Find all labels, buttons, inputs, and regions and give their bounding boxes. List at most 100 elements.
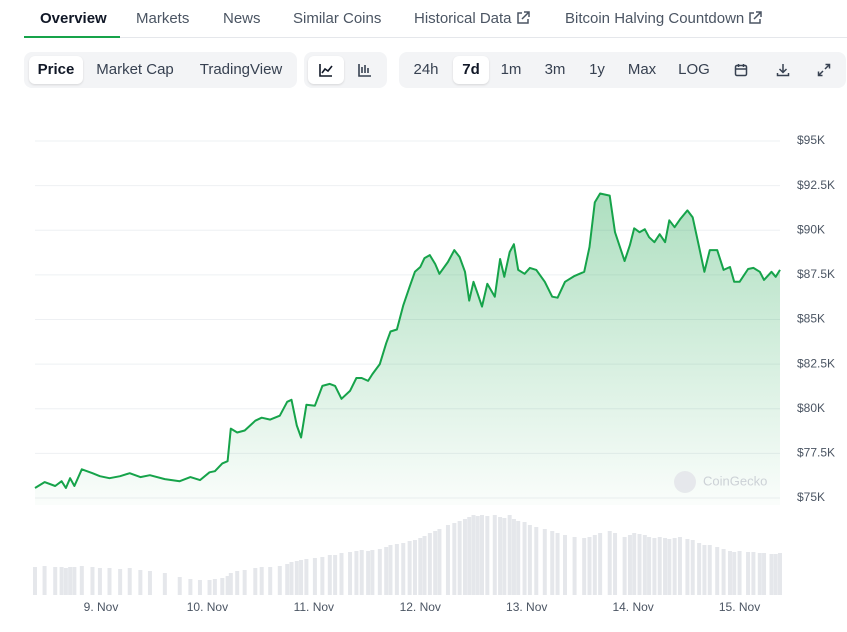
volume-bar [418, 538, 423, 595]
volume-bar [457, 521, 462, 595]
volume-bar [259, 567, 264, 595]
volume-bar [235, 571, 240, 595]
volume-bar [294, 561, 299, 595]
volume-bar [502, 518, 507, 595]
volume-bar [327, 555, 332, 595]
volume-bar [304, 559, 309, 595]
tab[interactable]: Similar Coins [293, 10, 382, 27]
range-button[interactable]: 3m [544, 61, 566, 78]
range-button[interactable]: 1y [589, 61, 605, 78]
download-button[interactable] [767, 56, 799, 84]
tab[interactable]: Overview [40, 10, 107, 27]
x-tick-label: 14. Nov [612, 600, 653, 614]
volume-bar [59, 567, 64, 595]
volume-bar [667, 539, 672, 595]
tab-divider [24, 37, 847, 38]
volume-bar [289, 562, 294, 595]
tab[interactable]: Bitcoin Halving Countdown [565, 10, 763, 27]
range-button[interactable]: 7d [453, 56, 489, 84]
tab[interactable]: News [223, 10, 261, 27]
volume-bar [746, 552, 751, 595]
candle-chart-button[interactable] [347, 56, 383, 84]
volume-bar [33, 567, 37, 595]
volume-bar [762, 553, 767, 595]
volume-bar [188, 579, 193, 595]
metric-button[interactable]: TradingView [199, 61, 283, 78]
volume-bar [677, 537, 682, 595]
volume-bar [534, 527, 539, 595]
y-tick-label: $80K [797, 401, 825, 415]
tab[interactable]: Historical Data [414, 10, 530, 27]
fullscreen-button[interactable] [808, 56, 840, 84]
x-tick-label: 13. Nov [506, 600, 547, 614]
volume-bar [207, 580, 212, 595]
volume-bar [437, 529, 442, 595]
volume-bar [511, 519, 516, 595]
volume-bar [42, 566, 47, 595]
volume-bar [127, 568, 132, 595]
line-chart-button[interactable] [308, 56, 344, 84]
metric-group: Price Market Cap TradingView [24, 52, 297, 88]
volume-bar [285, 564, 290, 595]
volume-bar [527, 525, 532, 595]
volume-bar [778, 553, 782, 595]
volume-bar [702, 545, 707, 595]
volume-bar [516, 521, 521, 595]
volume-bar [53, 567, 58, 595]
volume-bar [572, 537, 577, 595]
volume-bar [485, 516, 490, 595]
active-tab-indicator [24, 36, 120, 38]
y-tick-label: $95K [797, 133, 825, 147]
scale-button[interactable]: LOG [678, 61, 710, 78]
volume-bar [312, 558, 317, 595]
volume-bar [732, 552, 737, 595]
range-button[interactable]: 1m [500, 61, 522, 78]
volume-bars [33, 515, 782, 595]
volume-bar [225, 576, 230, 595]
y-tick-label: $90K [797, 222, 825, 236]
volume-bar [333, 555, 338, 595]
volume-bar [339, 553, 344, 595]
y-tick-label: $85K [797, 312, 825, 326]
x-tick-label: 10. Nov [187, 600, 228, 614]
volume-bar [773, 554, 778, 595]
chart-style-group [304, 52, 387, 88]
tab-label: Bitcoin Halving Countdown [565, 10, 745, 27]
volume-bar [384, 547, 389, 595]
metric-button[interactable]: Price [29, 56, 83, 84]
calendar-button[interactable] [725, 56, 757, 84]
volume-bar [242, 570, 247, 595]
volume-bar [197, 580, 202, 595]
volume-bar [751, 552, 756, 595]
y-tick-label: $92.5K [797, 178, 835, 192]
volume-bar [462, 519, 467, 595]
y-tick-label: $87.5K [797, 267, 835, 281]
volume-bar [637, 534, 642, 595]
volume-bar [582, 538, 587, 595]
volume-bar [220, 578, 225, 595]
volume-bar [542, 529, 547, 595]
external-icon [516, 11, 530, 24]
volume-bar [652, 538, 657, 595]
volume-bar [162, 573, 167, 595]
volume-bar [587, 537, 592, 595]
volume-bar [370, 550, 375, 595]
volume-bar [177, 577, 182, 595]
volume-bar [412, 540, 417, 595]
volume-bar [407, 541, 412, 595]
plot [34, 192, 781, 505]
tab[interactable]: Markets [136, 10, 190, 27]
volume-bar [299, 560, 304, 595]
range-button[interactable]: 24h [413, 61, 439, 78]
area-fill [35, 193, 780, 505]
volume-bar [445, 525, 450, 595]
volume-bar [663, 538, 668, 595]
metric-button[interactable]: Market Cap [96, 61, 174, 78]
volume-bar [737, 551, 742, 595]
volume-bar [632, 533, 637, 595]
volume-bar [79, 566, 84, 595]
price-line [34, 192, 781, 489]
volume-bar [721, 549, 726, 595]
range-button[interactable]: Max [627, 61, 657, 78]
